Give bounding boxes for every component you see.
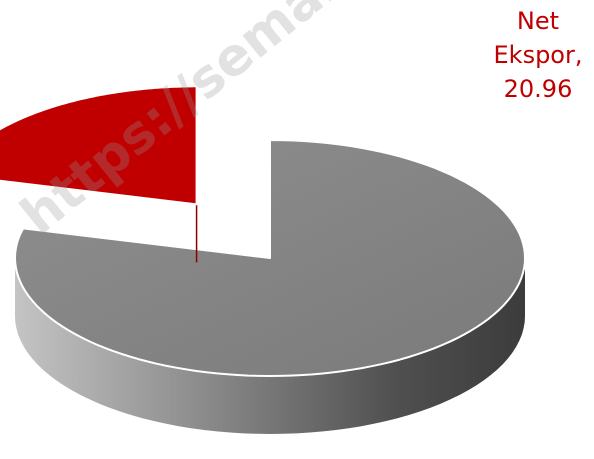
pie-slice-other: [14, 139, 526, 377]
data-label-value: 20.96: [503, 75, 573, 103]
pie-slice-wall-other: [15, 258, 525, 434]
data-label-net-ekspor: Net Ekspor, 20.96: [488, 4, 588, 106]
data-label-name: Net Ekspor,: [493, 7, 583, 69]
pie-slice-net-ekspor: [0, 85, 198, 206]
